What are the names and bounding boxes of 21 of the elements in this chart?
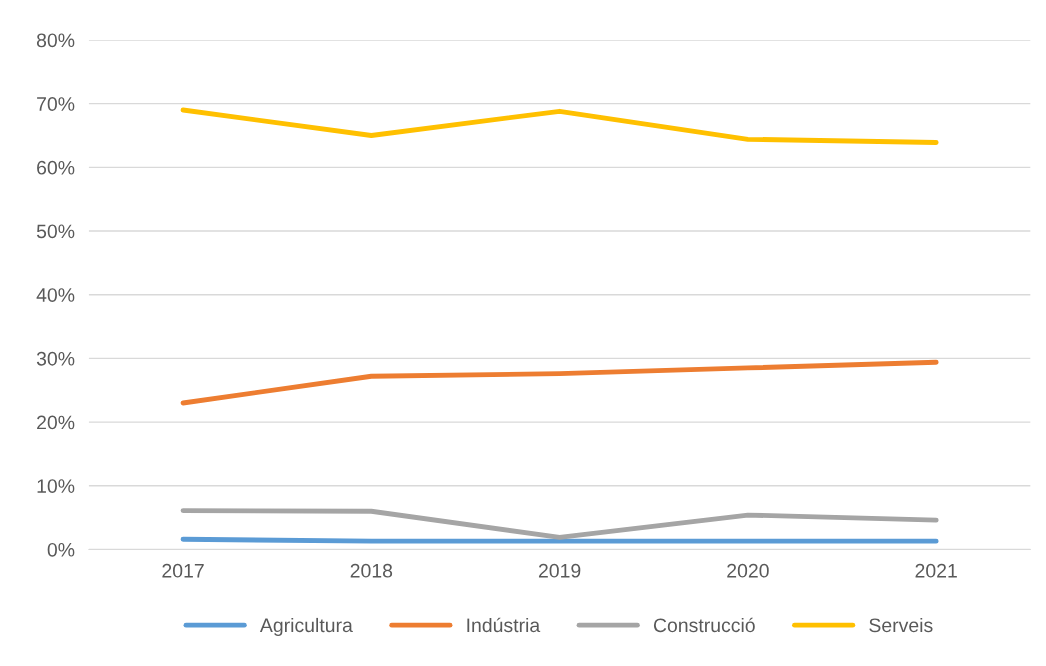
x-tick-label: 2021 — [915, 563, 957, 578]
x-tick-label: 2019 — [538, 563, 581, 578]
legend-label: Construcció — [653, 617, 755, 633]
line-series — [180, 359, 939, 406]
legend-label: Indústria — [467, 617, 541, 633]
y-tick-label: 40% — [36, 288, 75, 302]
x-tick-label: 2018 — [350, 563, 393, 578]
y-tick-label: 60% — [37, 160, 75, 175]
y-tick-label: 50% — [36, 224, 75, 239]
x-tick-label: 2020 — [727, 563, 769, 578]
y-tick-label: 30% — [36, 351, 75, 366]
y-tick-label: 20% — [37, 415, 75, 430]
y-tick-label: 80% — [36, 33, 75, 48]
legend-label: Agricultura — [259, 617, 353, 637]
x-tick-label: 2017 — [162, 563, 204, 578]
legend-label: Serveis — [869, 617, 933, 633]
y-tick-label: 0% — [47, 542, 75, 557]
y-tick-label: 70% — [37, 97, 75, 111]
y-tick-label: 10% — [37, 479, 75, 493]
line-series — [180, 107, 939, 145]
line-series — [180, 508, 939, 540]
